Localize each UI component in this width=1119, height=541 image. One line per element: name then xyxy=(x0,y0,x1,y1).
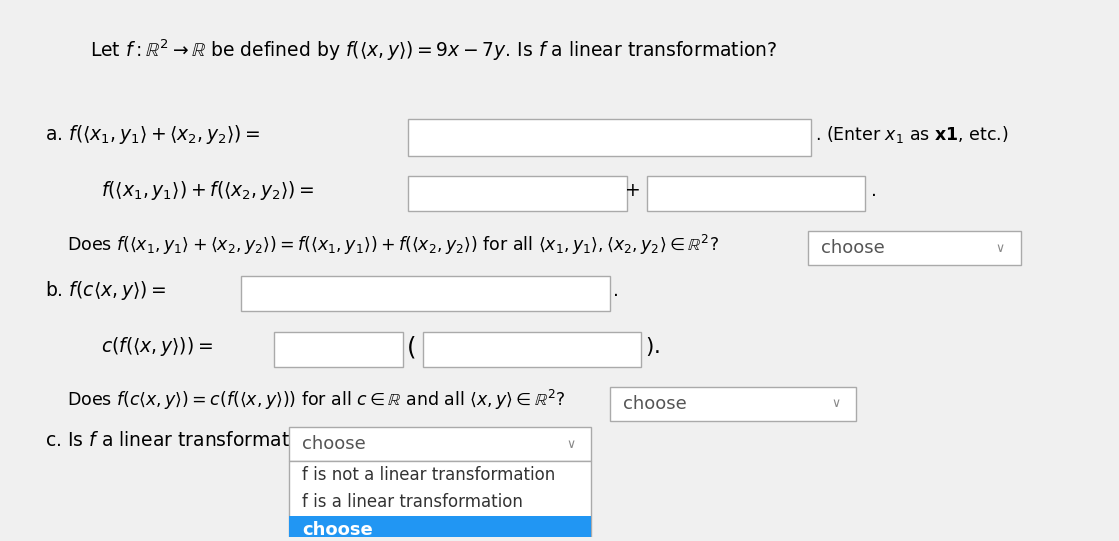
FancyBboxPatch shape xyxy=(408,176,627,211)
Text: f is not a linear transformation: f is not a linear transformation xyxy=(302,466,555,484)
FancyBboxPatch shape xyxy=(289,461,591,541)
Text: c. Is $f$ a linear transformation?: c. Is $f$ a linear transformation? xyxy=(45,431,328,450)
Text: f is a linear transformation: f is a linear transformation xyxy=(302,493,523,511)
Text: ∨: ∨ xyxy=(566,438,575,451)
Text: .: . xyxy=(613,281,619,300)
Text: b. $f(c\langle x, y\rangle) =$: b. $f(c\langle x, y\rangle) =$ xyxy=(45,279,166,302)
Text: Let $f : \mathbb{R}^2 \to \mathbb{R}$ be defined by $f(\langle x, y\rangle) = 9x: Let $f : \mathbb{R}^2 \to \mathbb{R}$ be… xyxy=(90,38,777,63)
FancyBboxPatch shape xyxy=(423,332,641,367)
Text: ∨: ∨ xyxy=(996,241,1005,254)
Text: $+$: $+$ xyxy=(624,181,640,200)
Text: $).$: $).$ xyxy=(645,335,659,358)
Text: $($: $($ xyxy=(406,334,416,360)
Text: choose: choose xyxy=(302,435,366,453)
FancyBboxPatch shape xyxy=(289,517,591,541)
Text: $f(\langle x_1, y_1\rangle) + f(\langle x_2, y_2\rangle) =$: $f(\langle x_1, y_1\rangle) + f(\langle … xyxy=(101,179,314,202)
Text: choose: choose xyxy=(821,239,885,257)
FancyBboxPatch shape xyxy=(647,176,865,211)
Text: choose: choose xyxy=(623,395,687,413)
FancyBboxPatch shape xyxy=(610,387,856,421)
Text: .: . xyxy=(871,181,876,200)
Text: choose: choose xyxy=(302,522,373,539)
Text: . (Enter $x_1$ as $\mathbf{x1}$, etc.): . (Enter $x_1$ as $\mathbf{x1}$, etc.) xyxy=(815,124,1008,145)
FancyBboxPatch shape xyxy=(808,231,1021,265)
Text: $c(f(\langle x, y\rangle)) =$: $c(f(\langle x, y\rangle)) =$ xyxy=(101,335,213,358)
FancyBboxPatch shape xyxy=(241,276,610,311)
Text: Does $f(\langle x_1, y_1\rangle + \langle x_2, y_2\rangle) = f(\langle x_1, y_1\: Does $f(\langle x_1, y_1\rangle + \langl… xyxy=(67,233,720,256)
Text: a. $f(\langle x_1, y_1\rangle + \langle x_2, y_2\rangle) =$: a. $f(\langle x_1, y_1\rangle + \langle … xyxy=(45,123,261,146)
FancyBboxPatch shape xyxy=(289,427,591,461)
Text: Does $f(c\langle x, y\rangle) = c(f(\langle x, y\rangle))$ for all $c \in \mathb: Does $f(c\langle x, y\rangle) = c(f(\lan… xyxy=(67,388,565,412)
FancyBboxPatch shape xyxy=(274,332,403,367)
Text: ∨: ∨ xyxy=(831,398,840,411)
FancyBboxPatch shape xyxy=(408,120,811,156)
